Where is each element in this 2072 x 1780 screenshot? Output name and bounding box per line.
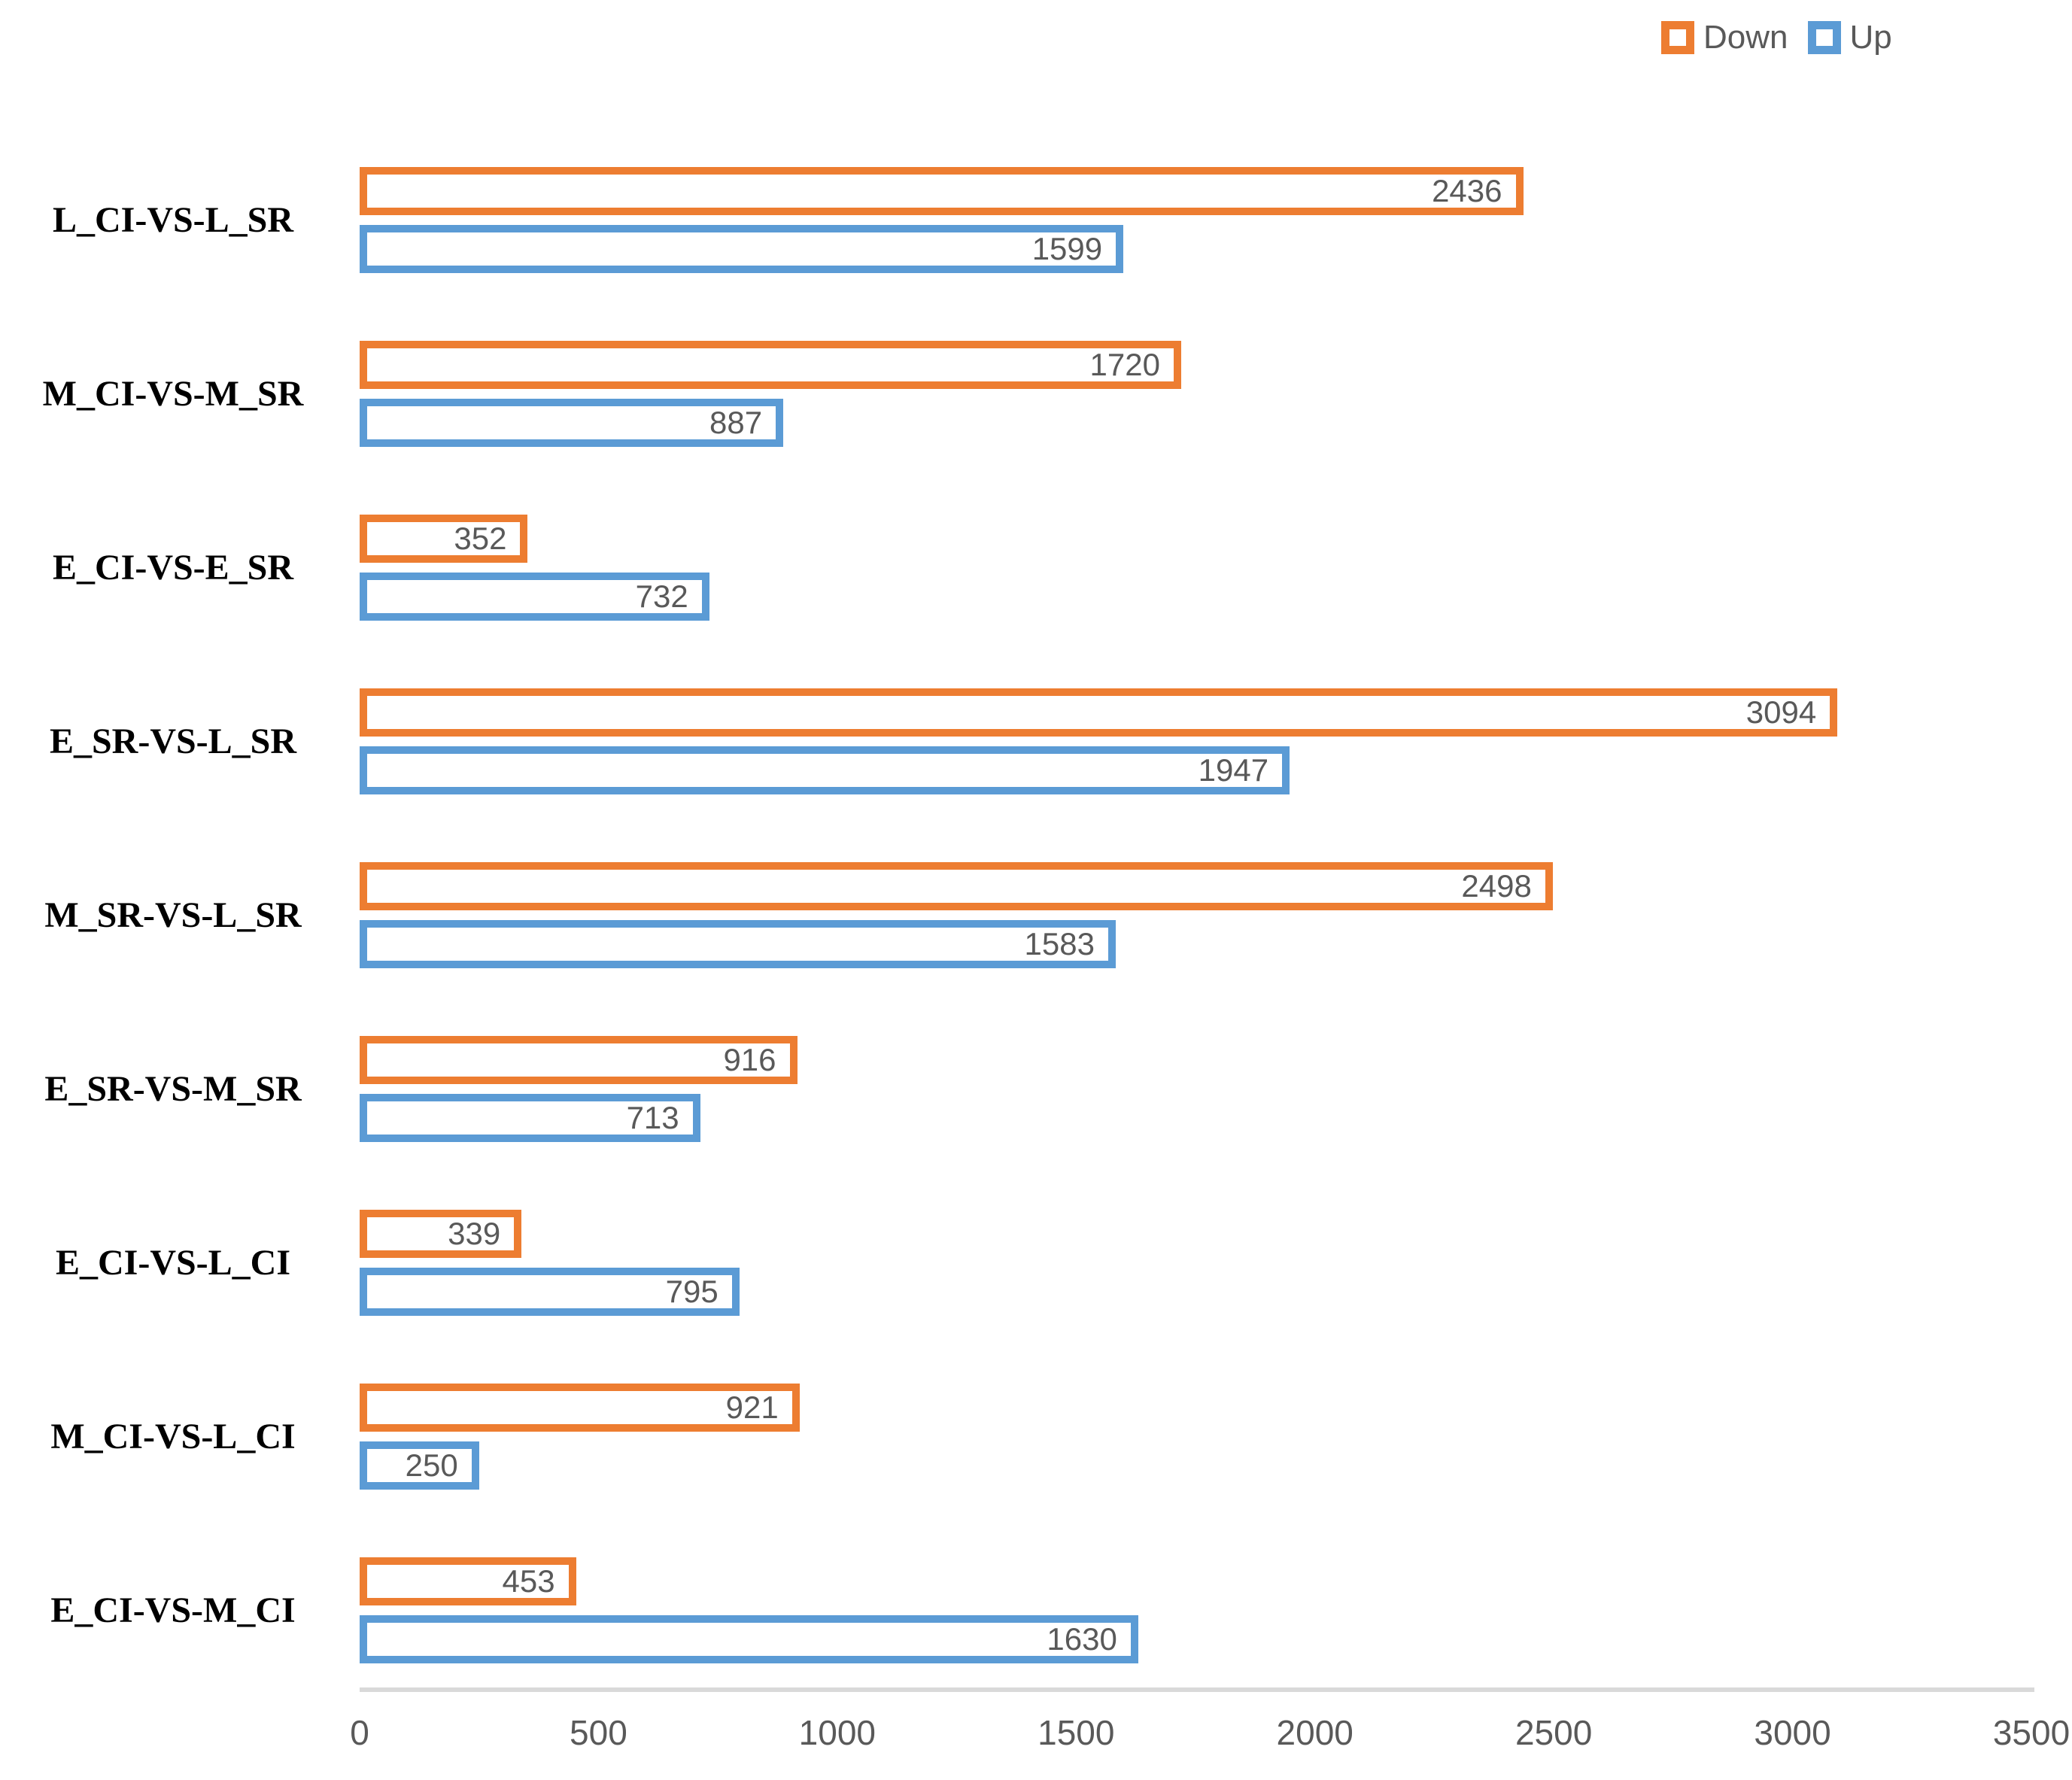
x-axis-tick: 500 [570,1713,627,1752]
up-bar: 713 [360,1094,700,1142]
row-plot-area: 921 250 [360,1384,2031,1490]
x-axis-tick: 2000 [1276,1713,1353,1752]
x-axis-tick: 3000 [1754,1713,1831,1752]
category-label: E_SR-VS-M_SR [44,1068,302,1109]
down-bar: 2436 [360,167,1524,215]
legend: Down Up [1661,21,1892,54]
row-plot-area: 2436 1599 [360,167,2031,273]
down-bar-value: 1720 [1089,347,1160,382]
legend-down-swatch-icon [1661,21,1694,54]
x-axis: 0 500 1000 1500 2000 2500 3000 3500 [350,1713,2070,1760]
down-bar: 916 [360,1036,798,1084]
category-label: M_SR-VS-L_SR [44,895,302,935]
legend-up-swatch-icon [1807,21,1841,54]
up-bar: 250 [360,1441,479,1490]
chart-row: M_SR-VS-L_SR 2498 1583 [0,862,2072,968]
up-bar-value: 713 [626,1100,679,1135]
down-bar-value: 3094 [1745,694,1817,730]
category-label: E_CI-VS-E_SR [52,547,294,588]
down-bar-value: 921 [725,1390,779,1425]
row-plot-area: 2498 1583 [360,862,2031,968]
row-plot-area: 352 732 [360,515,2031,621]
down-bar: 352 [360,515,528,563]
down-bar: 1720 [360,341,1181,389]
up-bar-value: 1599 [1031,231,1103,266]
up-bar-value: 1630 [1047,1621,1117,1657]
category-label: M_CI-VS-L_CI [50,1416,296,1457]
legend-down-label: Down [1703,19,1788,56]
up-bar-value: 732 [635,579,688,614]
down-bar-value: 453 [502,1563,555,1599]
row-plot-area: 916 713 [360,1036,2031,1142]
x-axis-tick: 3500 [1992,1713,2070,1752]
up-bar: 1583 [360,920,1116,968]
chart-row: L_CI-VS-L_SR 2436 1599 [0,167,2072,273]
category-label: M_CI-VS-M_SR [42,373,304,414]
up-bar-value: 1583 [1024,926,1095,961]
up-bar-value: 1947 [1198,752,1269,788]
category-label: E_SR-VS-L_SR [49,721,297,761]
chart-row: M_CI-VS-L_CI 921 250 [0,1384,2072,1490]
up-bar-value: 250 [405,1447,458,1483]
x-axis-line [360,1687,2034,1692]
up-bar: 795 [360,1268,740,1316]
legend-item-down: Down [1661,21,1788,54]
category-label: E_CI-VS-M_CI [50,1590,296,1630]
up-bar: 732 [360,573,709,621]
up-bar: 1599 [360,225,1124,273]
x-axis-tick: 1000 [798,1713,876,1752]
down-bar-value: 2498 [1461,868,1532,904]
down-bar-value: 339 [448,1216,501,1251]
chart-row: E_CI-VS-M_CI 453 1630 [0,1557,2072,1663]
up-bar: 887 [360,399,784,447]
chart-row: E_SR-VS-L_SR 3094 1947 [0,688,2072,794]
row-plot-area: 1720 887 [360,341,2031,447]
x-axis-tick: 1500 [1038,1713,1115,1752]
down-bar-value: 916 [723,1042,776,1077]
up-bar-value: 887 [709,405,763,440]
category-label: L_CI-VS-L_SR [52,199,294,240]
row-plot-area: 339 795 [360,1210,2031,1316]
row-plot-area: 3094 1947 [360,688,2031,794]
up-bar-value: 795 [665,1274,719,1309]
chart-row: E_CI-VS-E_SR 352 732 [0,515,2072,621]
down-bar: 339 [360,1210,522,1258]
down-bar: 3094 [360,688,1838,737]
chart-rows: L_CI-VS-L_SR 2436 1599 M_CI-VS-M_SR 1720 887 E… [0,167,2072,1731]
up-bar: 1947 [360,746,1290,794]
row-plot-area: 453 1630 [360,1557,2031,1663]
down-bar: 921 [360,1384,800,1432]
x-axis-tick: 2500 [1515,1713,1593,1752]
chart-row: E_SR-VS-M_SR 916 713 [0,1036,2072,1142]
chart-row: M_CI-VS-M_SR 1720 887 [0,341,2072,447]
up-bar: 1630 [360,1615,1138,1663]
legend-item-up: Up [1807,19,1892,56]
down-bar-value: 352 [454,521,507,556]
down-bar: 453 [360,1557,576,1605]
down-bar: 2498 [360,862,1553,910]
legend-up-label: Up [1849,19,1892,56]
category-label: E_CI-VS-L_CI [55,1242,291,1283]
chart-row: E_CI-VS-L_CI 339 795 [0,1210,2072,1316]
x-axis-tick: 0 [350,1713,369,1752]
down-bar-value: 2436 [1432,173,1502,208]
